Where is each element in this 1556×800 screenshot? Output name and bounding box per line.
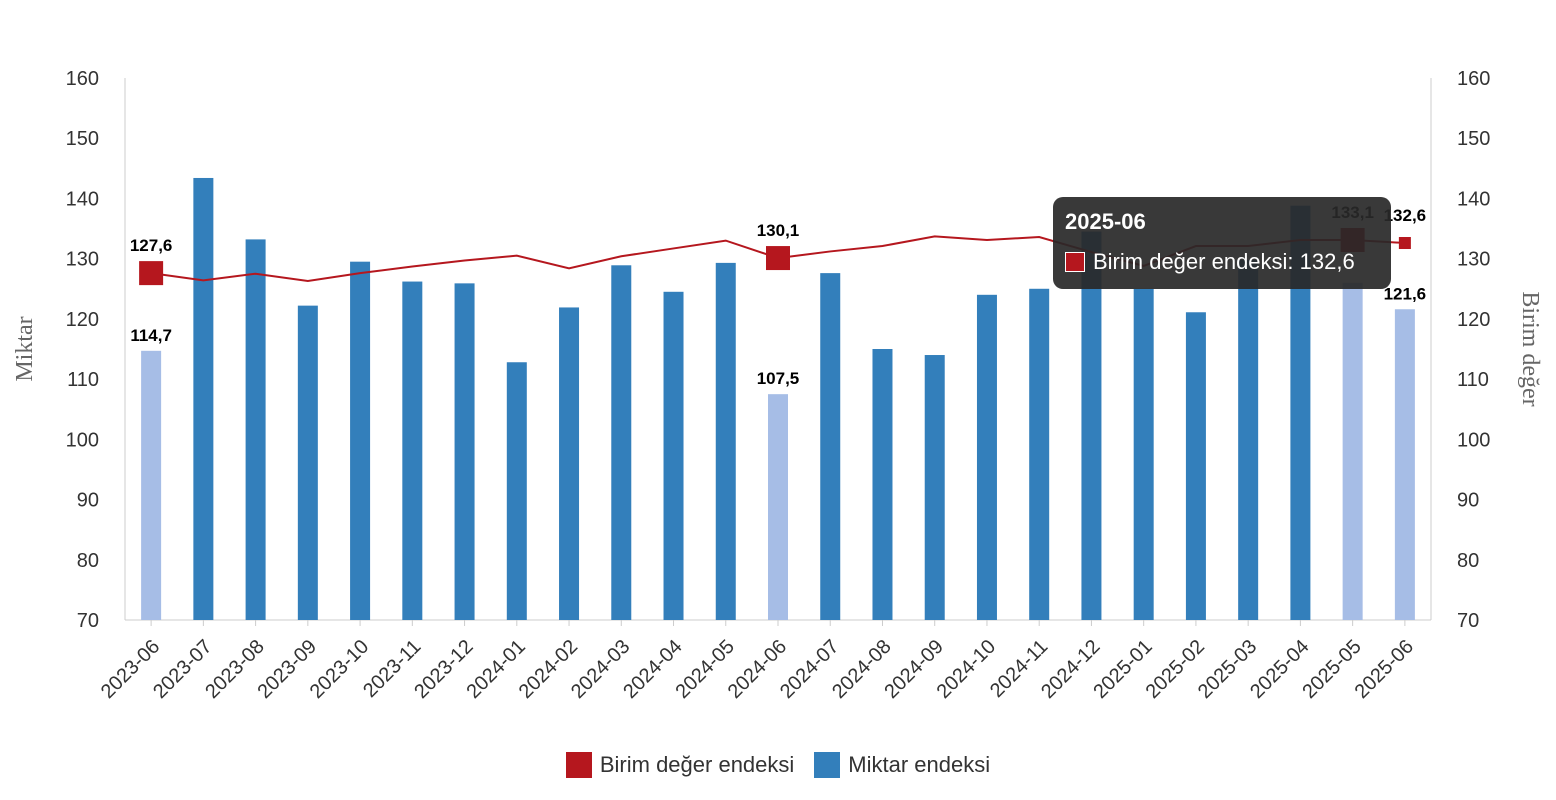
chart-legend: Birim değer endeksi Miktar endeksi <box>0 752 1556 778</box>
bar <box>924 355 945 620</box>
y-left-tick-label: 130 <box>66 249 99 271</box>
x-tick-label: 2023-10 <box>306 636 373 703</box>
legend-item-birim-deger[interactable]: Birim değer endeksi <box>565 752 795 778</box>
combo-chart: 70 80 90 100 110 120 130 140 150 160 70 80 90 100 110 1… <box>12 68 1543 703</box>
bar <box>1133 288 1154 620</box>
y-right-tick-label: 110 <box>1457 369 1489 391</box>
bar <box>350 261 371 620</box>
line-marker <box>1398 237 1411 250</box>
y-right-tick-label: 100 <box>1457 429 1490 451</box>
tooltip-title: 2025-06 <box>1065 209 1146 234</box>
y-left-tick-label: 80 <box>77 550 99 572</box>
data-label: 114,7 <box>130 326 172 345</box>
y-left-tick-label: 100 <box>66 429 99 451</box>
bar <box>663 291 684 620</box>
bar <box>506 362 527 620</box>
legend-item-miktar[interactable]: Miktar endeksi <box>814 752 990 778</box>
bar <box>1185 312 1206 620</box>
right-axis-title: Birim değer <box>1517 291 1543 406</box>
tooltip-value: Birim değer endeksi: 132,6 <box>1093 249 1355 274</box>
y-left-tick-label: 150 <box>66 128 99 150</box>
legend-swatch-blue <box>814 752 841 778</box>
y-right-tick-label: 150 <box>1457 128 1490 150</box>
bar <box>454 283 475 620</box>
bar-series-miktar <box>141 177 1415 621</box>
y-left-tick-label: 120 <box>66 309 99 331</box>
y-left-tick-label: 140 <box>66 188 99 210</box>
bar <box>1081 231 1102 621</box>
data-label: 107,5 <box>757 369 800 388</box>
y-right-tick-label: 140 <box>1457 188 1490 210</box>
data-label: 121,6 <box>1384 284 1427 303</box>
bar <box>1394 309 1415 620</box>
left-axis-title: Miktar <box>12 316 38 381</box>
y-left-tick-label: 70 <box>77 610 99 632</box>
data-label: 132,6 <box>1384 206 1427 225</box>
bar <box>1342 282 1363 620</box>
bar <box>1029 288 1050 620</box>
y-right-tick-label: 70 <box>1457 610 1479 632</box>
bar <box>976 294 997 620</box>
y-left-tick-label: 110 <box>67 369 99 391</box>
bar <box>402 281 423 620</box>
bar <box>141 350 162 620</box>
y-right-tick-label: 160 <box>1457 68 1490 90</box>
line-marker <box>766 246 790 271</box>
x-tick-label: 2024-10 <box>933 636 1000 703</box>
x-tick-label: 2025-06 <box>1351 636 1418 703</box>
y-left-tick-label: 90 <box>77 490 99 512</box>
chart-tooltip: 2025-06 Birim değer endeksi: 132,6 <box>1053 197 1391 289</box>
bar <box>1238 259 1259 620</box>
data-label: 130,1 <box>757 221 800 240</box>
line-marker <box>139 261 164 286</box>
bar <box>1290 205 1311 620</box>
legend-label-miktar: Miktar endeksi <box>848 752 991 777</box>
data-label: 127,6 <box>130 236 173 255</box>
y-right-tick-label: 120 <box>1457 309 1490 331</box>
tooltip-row: Birim değer endeksi: 132,6 <box>1065 249 1379 275</box>
bar <box>611 265 632 620</box>
y-right-tick-label: 130 <box>1457 249 1490 271</box>
bar <box>820 273 841 620</box>
bar <box>872 349 893 620</box>
tooltip-swatch <box>1065 252 1085 272</box>
y-left-tick-label: 160 <box>66 68 99 90</box>
bar <box>297 305 318 620</box>
bar <box>559 307 580 620</box>
y-right-tick-label: 80 <box>1457 550 1479 572</box>
legend-label-birim-deger: Birim değer endeksi <box>599 752 795 777</box>
bar <box>245 239 266 620</box>
bar <box>768 394 788 620</box>
bar <box>193 177 214 621</box>
y-right-tick-label: 90 <box>1457 490 1479 512</box>
bar <box>715 262 736 620</box>
legend-swatch-red <box>565 752 592 778</box>
